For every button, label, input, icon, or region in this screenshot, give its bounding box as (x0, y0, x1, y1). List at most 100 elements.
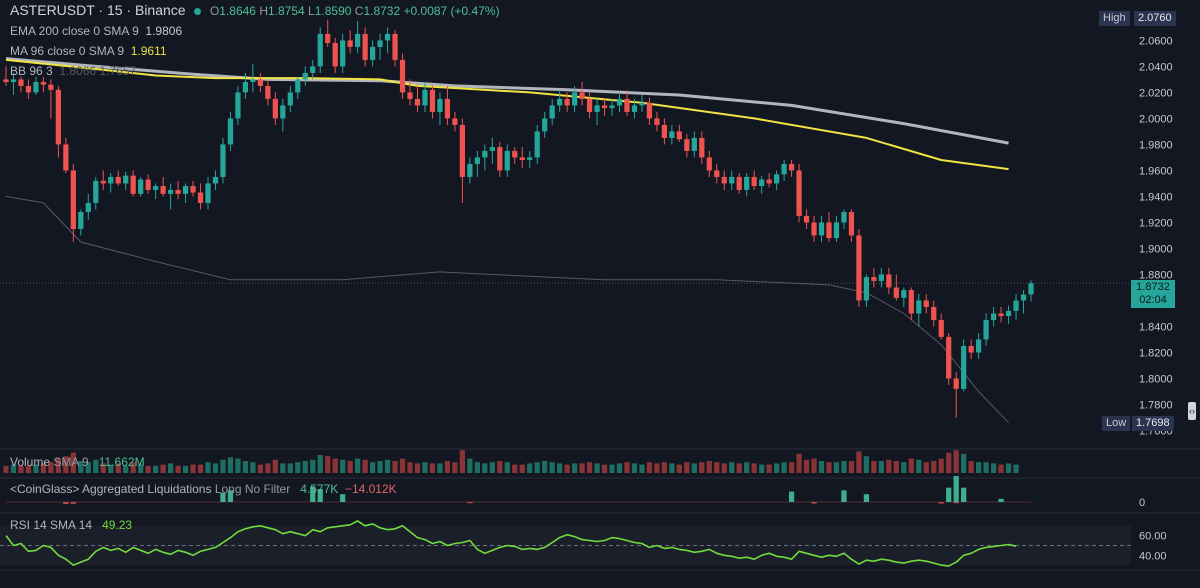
volume-bar (848, 461, 855, 473)
volume-bar (332, 458, 338, 473)
ema-legend[interactable]: EMA 200 close 0 SMA 9 1.9806 (10, 24, 182, 38)
open-value: 1.8646 (219, 4, 256, 18)
candle-body (325, 33, 331, 44)
candle-body (609, 105, 615, 109)
volume-bar (280, 463, 286, 473)
candle (205, 176, 211, 210)
candle (369, 40, 376, 67)
symbol-title[interactable]: ASTERUSDT · 15 · Binance (10, 2, 186, 18)
liquidation-long-bar (788, 491, 795, 502)
candle-body (736, 176, 742, 190)
candle (384, 27, 391, 54)
candle (212, 170, 219, 190)
candle (78, 209, 84, 236)
candle (699, 131, 705, 164)
liquidation-short-bar (63, 502, 69, 505)
candle-body (549, 105, 555, 119)
rsi-legend[interactable]: RSI 14 SMA 14 49.23 (10, 518, 132, 532)
candle-body (931, 306, 937, 320)
candle (504, 144, 510, 177)
candle (841, 209, 847, 229)
candle (676, 124, 682, 142)
candle-body (422, 89, 428, 106)
candle-body (542, 118, 548, 132)
ma-legend[interactable]: MA 96 close 0 SMA 9 1.9611 (10, 44, 167, 58)
candle (661, 118, 668, 145)
candle (317, 27, 323, 73)
candle (48, 79, 54, 119)
rsi-band-background (0, 525, 1131, 566)
ema-label: EMA 200 close 0 SMA 9 (10, 24, 139, 38)
price-tick-label: 1.9800 (1139, 139, 1173, 151)
candle-body (70, 170, 76, 229)
rsi-label: RSI 14 SMA 14 (10, 518, 93, 532)
candle (893, 274, 899, 301)
scale-drag-handle-icon[interactable]: ‹› (1188, 402, 1196, 420)
candle (826, 212, 832, 242)
volume-value: 11.662M (98, 455, 145, 469)
candle-body (534, 131, 540, 158)
bb-legend[interactable]: BB 96 3 1.8066 1.7657 (10, 64, 136, 78)
candle-body (586, 98, 593, 112)
liquidations-legend[interactable]: <CoinGlass> Aggregated Liquidations Long… (10, 482, 397, 496)
candle (976, 332, 982, 359)
high-value: 1.8754 (268, 4, 305, 18)
candle (519, 147, 525, 168)
candle (654, 111, 660, 132)
volume-bar (968, 461, 974, 473)
candle (916, 293, 922, 327)
candle (55, 85, 61, 158)
volume-bar (646, 462, 653, 473)
candle-body (362, 33, 368, 60)
candle (220, 137, 226, 184)
candle-body (55, 89, 61, 145)
candle (355, 20, 361, 54)
candle (908, 287, 914, 320)
price-tick-label: 2.0600 (1139, 35, 1173, 47)
candle-body (729, 176, 735, 184)
candle-body (803, 215, 810, 223)
candle (175, 180, 181, 200)
volume-bar (616, 463, 623, 473)
candle-body (774, 174, 780, 184)
candle (40, 76, 47, 93)
candle-body (938, 319, 944, 337)
volume-bar (549, 462, 555, 473)
volume-bar (25, 465, 32, 473)
candle-body (242, 82, 249, 93)
candle (639, 95, 645, 112)
volume-bar (736, 463, 742, 473)
candle-body (355, 33, 361, 47)
candle-body (916, 300, 922, 314)
high-tag-value: 2.0760 (1134, 11, 1176, 26)
ema-value: 1.9806 (145, 24, 183, 38)
rsi-line (5, 520, 1017, 567)
volume-bar (863, 456, 870, 473)
candle (3, 66, 9, 86)
candle (557, 89, 563, 112)
volume-legend[interactable]: Volume SMA 9 11.662M (10, 455, 145, 469)
high-label: H (259, 4, 268, 18)
ema200-line (5, 57, 1009, 145)
candle (788, 160, 795, 177)
candle (953, 371, 959, 418)
candle (863, 274, 870, 307)
candle-body (594, 105, 600, 112)
candle (444, 85, 451, 125)
candle-body (93, 180, 99, 203)
candle-body (519, 157, 525, 161)
candle-body (871, 277, 877, 281)
candle-body (990, 313, 997, 320)
candle (130, 170, 136, 197)
candle (160, 176, 166, 197)
candle (1013, 293, 1019, 320)
candle (736, 173, 742, 194)
candle-body (646, 102, 653, 119)
candle-body (407, 92, 413, 99)
volume-bar (130, 462, 136, 473)
candle (796, 163, 802, 223)
candle (818, 215, 825, 242)
volume-bar (744, 462, 750, 473)
volume-bar (167, 463, 174, 473)
